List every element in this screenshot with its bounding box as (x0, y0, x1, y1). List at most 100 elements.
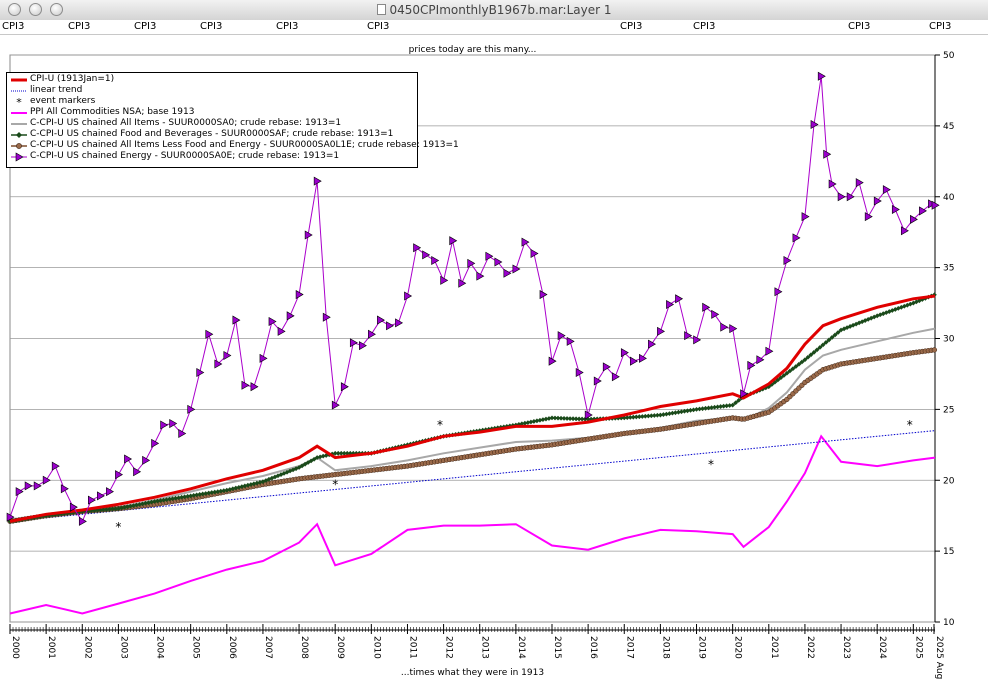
food-marker (781, 373, 787, 378)
energy-marker (6, 512, 15, 522)
energy-marker (340, 382, 349, 392)
food-marker (709, 405, 714, 411)
x-tick-label: 2009 (335, 636, 345, 659)
food-marker (534, 418, 540, 424)
food-marker (621, 415, 627, 421)
food-marker (657, 412, 663, 418)
energy-marker (823, 149, 832, 159)
food-marker (802, 357, 808, 363)
food-marker (161, 497, 166, 503)
energy-marker (368, 329, 376, 339)
food-marker (832, 332, 838, 338)
energy-marker (602, 362, 611, 372)
chart-legend: CPI-U (1913Jan=1) linear trend * event m… (6, 72, 459, 168)
food-marker (651, 413, 657, 418)
legend-label: linear trend (30, 85, 83, 95)
food-marker (549, 415, 555, 421)
food-marker (790, 366, 796, 372)
energy-marker (69, 502, 78, 512)
food-marker (170, 496, 175, 502)
chart-title: prices today are this many... (409, 45, 537, 55)
food-marker (103, 507, 109, 512)
food-marker (561, 415, 567, 421)
ruler-label: CPI3 (200, 21, 223, 32)
energy-marker (910, 214, 918, 224)
energy-marker (160, 420, 169, 430)
food-marker (694, 406, 699, 412)
food-marker (868, 315, 874, 321)
food-marker (230, 486, 236, 492)
energy-marker (882, 185, 891, 195)
food-marker (197, 492, 203, 497)
food-marker (642, 413, 648, 419)
x-tick-label: 2019 (697, 636, 707, 659)
energy-marker (413, 243, 422, 253)
energy-marker (873, 196, 882, 206)
energy-marker (97, 491, 105, 501)
food-marker (143, 500, 148, 506)
energy-marker (151, 438, 160, 448)
food-marker (152, 499, 157, 504)
energy-marker (15, 487, 24, 497)
window-titlebar[interactable]: 0450CPImonthlyB1967b.mar:Layer 1 (0, 0, 988, 21)
core-marker (931, 347, 938, 353)
food-marker (209, 490, 215, 495)
energy-marker (539, 290, 548, 300)
energy-marker (24, 481, 33, 491)
energy-marker (422, 250, 431, 260)
energy-marker (268, 316, 277, 327)
energy-marker (747, 360, 756, 370)
food-marker (555, 415, 561, 421)
food-marker (661, 412, 666, 417)
energy-marker (629, 356, 638, 366)
x-tick-label: 2006 (227, 636, 237, 659)
food-marker (194, 492, 200, 498)
food-marker (200, 491, 206, 497)
ruler-label: CPI3 (367, 21, 390, 32)
food-marker (793, 364, 799, 369)
x-tick-label: 2018 (660, 636, 670, 659)
energy-marker (358, 341, 367, 351)
food-marker (140, 501, 145, 507)
energy-marker (864, 212, 873, 222)
event-marker: * (907, 418, 913, 432)
energy-marker (205, 329, 214, 339)
window-title: 0450CPImonthlyB1967b.mar:Layer 1 (0, 3, 988, 17)
food-marker (670, 410, 675, 416)
energy-marker (485, 251, 494, 261)
energy-marker (169, 419, 178, 429)
x-tick-label: 2003 (118, 636, 128, 659)
food-marker (706, 405, 711, 411)
food-marker (122, 505, 127, 510)
food-marker (805, 354, 811, 360)
food-marker (341, 450, 347, 456)
food-marker (314, 455, 320, 460)
food-marker (537, 417, 543, 423)
x-tick-label: 2004 (155, 636, 165, 659)
food-marker (808, 352, 814, 358)
food-marker (106, 506, 112, 512)
food-marker (221, 488, 227, 494)
legend-swatch (11, 90, 27, 92)
food-marker (874, 313, 880, 319)
food-marker (335, 450, 341, 456)
chart-xlabel: ...times what they were in 1913 (401, 668, 544, 678)
food-marker (185, 493, 191, 499)
energy-marker (566, 336, 575, 346)
y-tick-label: 50 (943, 51, 955, 61)
window-title-text: 0450CPImonthlyB1967b.mar:Layer 1 (389, 3, 612, 17)
minimize-button[interactable] (29, 3, 42, 16)
food-marker (266, 476, 272, 482)
food-marker (633, 414, 639, 420)
energy-marker (431, 256, 440, 266)
food-marker (88, 508, 94, 514)
energy-marker (133, 467, 142, 477)
food-marker (579, 416, 585, 422)
energy-marker (78, 516, 87, 526)
legend-swatch (11, 132, 27, 138)
energy-marker (331, 400, 340, 410)
energy-marker (620, 348, 629, 358)
zoom-button[interactable] (50, 3, 63, 16)
close-button[interactable] (8, 3, 21, 16)
food-marker (179, 494, 185, 500)
